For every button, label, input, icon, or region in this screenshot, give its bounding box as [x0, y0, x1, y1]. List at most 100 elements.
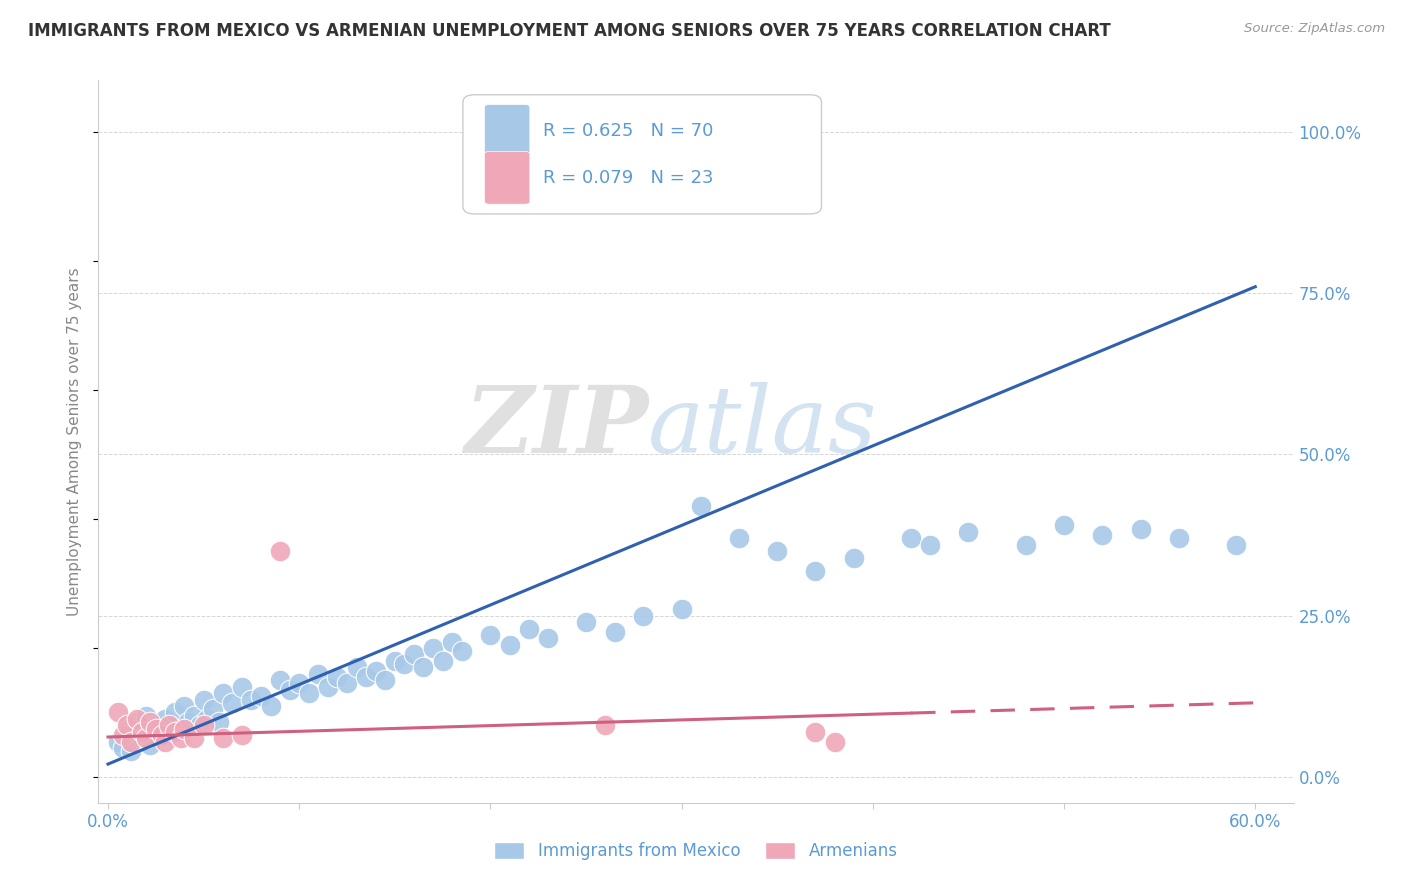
Point: [135, 731, 157, 746]
Point: [1091, 528, 1114, 542]
Point: [115, 722, 138, 736]
Point: [517, 622, 540, 636]
Point: [269, 544, 291, 558]
Point: [394, 657, 416, 672]
Point: [1053, 518, 1076, 533]
Point: [804, 724, 827, 739]
Text: Source: ZipAtlas.com: Source: ZipAtlas.com: [1244, 22, 1385, 36]
Point: [163, 706, 186, 720]
Point: [1225, 538, 1247, 552]
Point: [354, 670, 377, 684]
Point: [169, 722, 191, 736]
FancyBboxPatch shape: [485, 152, 530, 204]
Point: [173, 699, 195, 714]
Point: [211, 731, 233, 746]
Point: [441, 634, 464, 648]
Point: [307, 666, 329, 681]
Point: [208, 715, 231, 730]
Point: [163, 724, 186, 739]
Point: [131, 724, 153, 739]
Point: [157, 718, 180, 732]
Point: [432, 654, 454, 668]
FancyBboxPatch shape: [485, 104, 530, 157]
Point: [479, 628, 502, 642]
Point: [633, 608, 655, 623]
Point: [1129, 522, 1152, 536]
Point: [150, 728, 173, 742]
Point: [603, 624, 626, 639]
Point: [211, 686, 233, 700]
Text: ZIP: ZIP: [464, 382, 648, 472]
Point: [374, 673, 396, 688]
Point: [231, 680, 253, 694]
Point: [278, 682, 301, 697]
Point: [412, 660, 434, 674]
Text: R = 0.079   N = 23: R = 0.079 N = 23: [543, 169, 713, 186]
Point: [120, 744, 142, 758]
Point: [240, 692, 263, 706]
Point: [766, 544, 789, 558]
Point: [269, 673, 291, 688]
Point: [145, 722, 167, 736]
Point: [125, 715, 148, 730]
Point: [155, 734, 177, 748]
Point: [1015, 538, 1038, 552]
Point: [384, 654, 406, 668]
Point: [259, 699, 281, 714]
Point: [188, 718, 211, 732]
Point: [183, 708, 205, 723]
Point: [450, 644, 472, 658]
Point: [689, 499, 711, 513]
Text: R = 0.625   N = 70: R = 0.625 N = 70: [543, 122, 713, 140]
Point: [169, 731, 191, 746]
Point: [202, 702, 225, 716]
Point: [145, 718, 167, 732]
Point: [150, 724, 173, 739]
Point: [177, 715, 200, 730]
Point: [346, 660, 368, 674]
Point: [107, 734, 129, 748]
Point: [316, 680, 339, 694]
Point: [139, 715, 162, 730]
Point: [957, 524, 980, 539]
Point: [298, 686, 321, 700]
Point: [593, 718, 616, 732]
Point: [193, 692, 215, 706]
Point: [112, 728, 135, 742]
Point: [804, 564, 827, 578]
Point: [288, 676, 311, 690]
Point: [120, 734, 142, 748]
Point: [131, 731, 153, 746]
Point: [197, 712, 219, 726]
Y-axis label: Unemployment Among Seniors over 75 years: Unemployment Among Seniors over 75 years: [67, 268, 83, 615]
Point: [125, 712, 148, 726]
Point: [498, 638, 520, 652]
Point: [231, 728, 253, 742]
Point: [135, 708, 157, 723]
Point: [824, 734, 846, 748]
Point: [112, 741, 135, 756]
Point: [575, 615, 598, 630]
FancyBboxPatch shape: [463, 95, 821, 214]
Point: [221, 696, 243, 710]
Point: [671, 602, 693, 616]
Point: [422, 640, 444, 655]
Point: [900, 531, 922, 545]
Point: [364, 664, 387, 678]
Point: [842, 550, 865, 565]
Point: [920, 538, 942, 552]
Point: [336, 676, 359, 690]
Point: [326, 670, 349, 684]
Point: [183, 731, 205, 746]
Point: [402, 648, 425, 662]
Point: [155, 712, 177, 726]
Point: [107, 706, 129, 720]
Point: [193, 718, 215, 732]
Point: [728, 531, 751, 545]
Point: [173, 722, 195, 736]
Point: [139, 738, 162, 752]
Point: [537, 632, 560, 646]
Point: [250, 690, 273, 704]
Text: IMMIGRANTS FROM MEXICO VS ARMENIAN UNEMPLOYMENT AMONG SENIORS OVER 75 YEARS CORR: IMMIGRANTS FROM MEXICO VS ARMENIAN UNEMP…: [28, 22, 1111, 40]
Point: [157, 728, 180, 742]
